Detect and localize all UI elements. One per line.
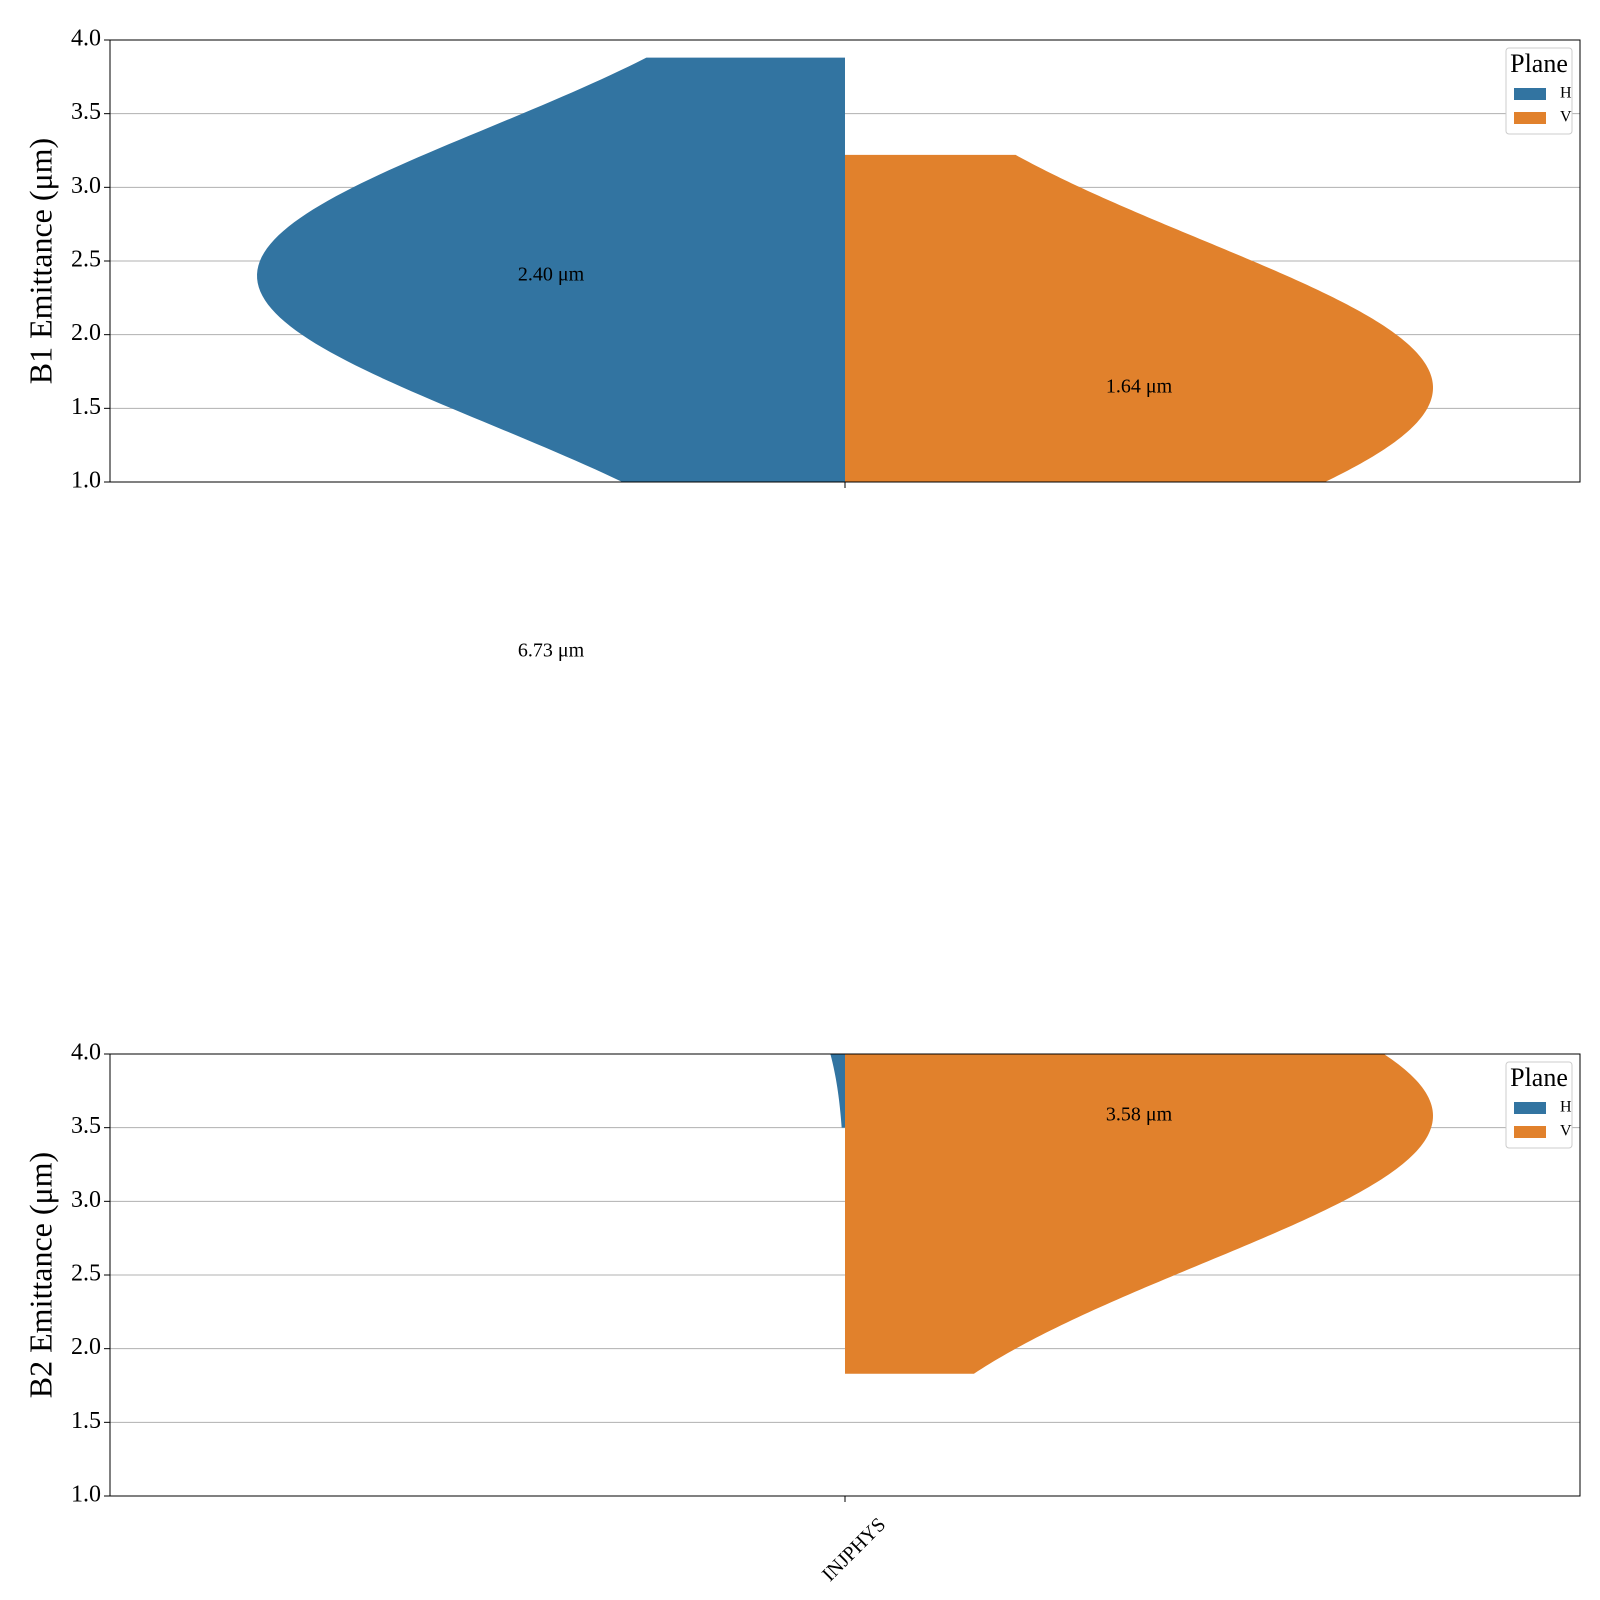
legend-label-v: V <box>1560 109 1572 126</box>
legend-swatch-v <box>1514 1126 1546 1138</box>
violin-h-half <box>257 57 845 482</box>
median-label-h: 2.40 μm <box>518 263 585 285</box>
legend-label-v: V <box>1560 1123 1572 1140</box>
median-label-v: 3.58 μm <box>1106 1103 1173 1125</box>
legend: Plane HV <box>1505 47 1573 135</box>
violin-v-half <box>845 154 1433 482</box>
y-tick-label: 2.5 <box>71 247 101 273</box>
y-tick-label: 3.5 <box>71 1113 101 1139</box>
y-tick-label: 3.0 <box>71 173 101 199</box>
median-label-v: 1.64 μm <box>1106 375 1173 397</box>
legend: Plane HV <box>1505 1061 1573 1149</box>
legend-swatch-v <box>1514 112 1546 124</box>
median-label-h: 6.73 μm <box>518 639 585 661</box>
legend-swatch-h <box>1514 88 1546 100</box>
x-tick-label: INJPHYS <box>818 1514 890 1586</box>
y-tick-label: 4.0 <box>71 1040 101 1066</box>
violin-h-half <box>830 1054 845 1128</box>
y-tick-label: 3.5 <box>71 99 101 125</box>
y-tick-label: 1.5 <box>71 1408 101 1434</box>
y-tick-label: 3.0 <box>71 1187 101 1213</box>
legend-label-h: H <box>1560 85 1572 102</box>
y-tick-label: 2.0 <box>71 1334 101 1360</box>
y-tick-label: 4.0 <box>71 26 101 52</box>
y-tick-label: 1.0 <box>71 468 101 494</box>
violin-v-half <box>845 1054 1433 1374</box>
panel-1: 2.40 μm 1.64 μm 1.0 1.5 2.0 2.5 3.0 3.5 4.0 B1 Em… <box>22 26 1581 494</box>
legend-label-h: H <box>1560 1099 1572 1116</box>
y-axis-title: B1 Emittance (μm) <box>22 138 58 384</box>
legend-title: Plane <box>1510 1063 1568 1092</box>
legend-swatch-h <box>1514 1102 1546 1114</box>
legend-title: Plane <box>1510 49 1568 78</box>
y-axis-title: B2 Emittance (μm) <box>22 1152 58 1398</box>
panel-2: 6.73 μm 3.58 μm 1.0 1.5 2.0 2.5 3.0 3.5 4.0 INJPH… <box>22 639 1581 1586</box>
y-tick-label: 1.5 <box>71 394 101 420</box>
y-tick-label: 2.5 <box>71 1261 101 1287</box>
y-tick-label: 1.0 <box>71 1482 101 1508</box>
y-tick-label: 2.0 <box>71 320 101 346</box>
